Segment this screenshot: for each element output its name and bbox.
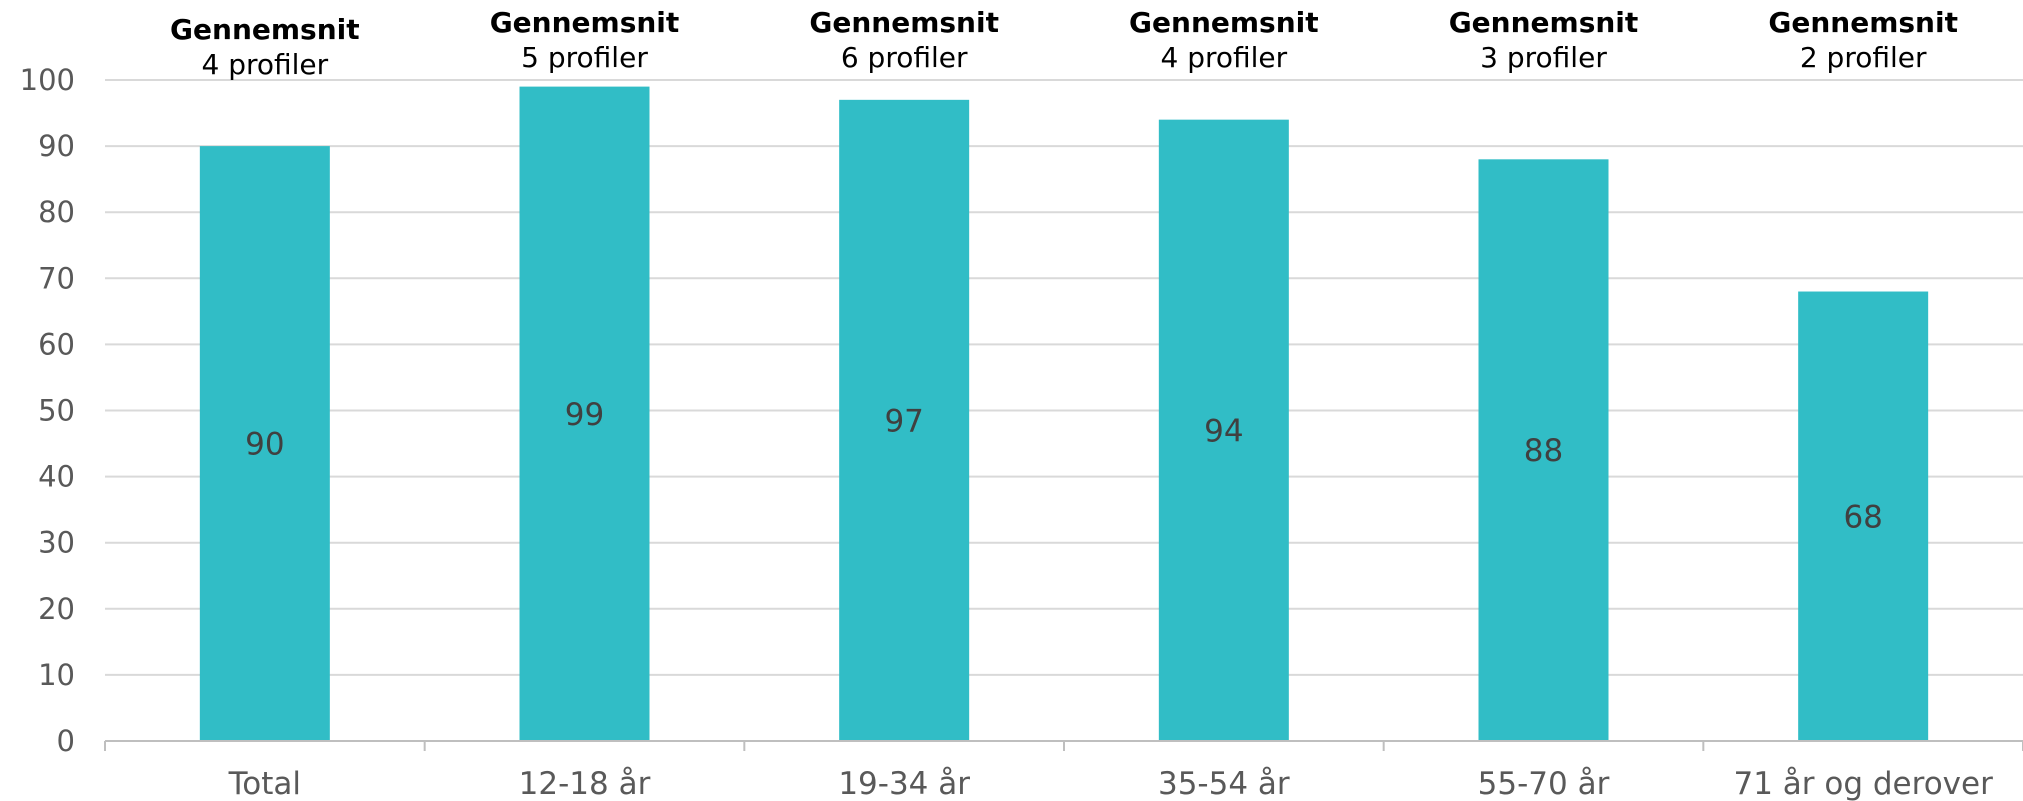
data-label: 97	[884, 403, 923, 439]
annotation-subtitle: 5 profiler	[521, 41, 648, 74]
annotation-title: Gennemsnit	[490, 6, 680, 39]
y-tick-label: 0	[57, 724, 75, 758]
bar	[519, 86, 650, 742]
x-category-label: 55-70 år	[1478, 766, 1610, 801]
data-label: 88	[1524, 433, 1563, 469]
data-labels: 90 99 97 94 88 68	[245, 397, 1883, 535]
y-tick-label: 10	[38, 658, 75, 692]
annotation-title: Gennemsnit	[170, 13, 360, 46]
annotation-subtitle: 6 profiler	[841, 41, 968, 74]
x-category-label: 19-34 år	[838, 766, 970, 801]
gridlines	[105, 79, 2023, 676]
y-tick-label: 50	[38, 394, 75, 428]
y-tick-label: 20	[38, 592, 75, 626]
y-tick-label: 100	[20, 63, 75, 97]
annotation-subtitle: 2 profiler	[1800, 41, 1927, 74]
y-tick-label: 80	[38, 195, 75, 229]
annotation-title: Gennemsnit	[809, 6, 999, 39]
y-tick-label: 60	[38, 327, 75, 361]
data-label: 94	[1204, 413, 1243, 449]
bar	[1798, 291, 1929, 741]
bar	[839, 99, 970, 741]
annotation-title: Gennemsnit	[1449, 6, 1639, 39]
x-axis-tick-marks	[104, 741, 2023, 751]
x-category-label: 35-54 år	[1158, 766, 1290, 801]
bars	[199, 86, 1929, 742]
y-tick-label: 90	[38, 129, 75, 163]
y-tick-label: 40	[38, 460, 75, 494]
annotation-title: Gennemsnit	[1768, 6, 1958, 39]
category-labels: Total 12-18 år 19-34 år 35-54 år 55-70 år 71 …	[228, 766, 1993, 801]
bar	[199, 146, 330, 742]
data-label: 68	[1843, 499, 1882, 535]
annotation-subtitle: 4 profiler	[201, 48, 328, 81]
x-category-label: 71 år og derover	[1733, 766, 1993, 801]
x-category-label: Total	[228, 766, 301, 801]
x-category-label: 12-18 år	[519, 766, 651, 801]
y-axis-ticks: 0 10 20 30 40 50 60 70 80 90 100	[20, 63, 75, 758]
annotation-subtitle: 4 profiler	[1160, 41, 1287, 74]
bar	[1478, 159, 1609, 741]
data-label: 90	[245, 427, 284, 463]
annotation-subtitle: 3 profiler	[1480, 41, 1607, 74]
data-label: 99	[565, 397, 604, 433]
y-tick-label: 30	[38, 526, 75, 560]
annotation-title: Gennemsnit	[1129, 6, 1319, 39]
bar	[1158, 119, 1289, 741]
y-tick-label: 70	[38, 261, 75, 295]
